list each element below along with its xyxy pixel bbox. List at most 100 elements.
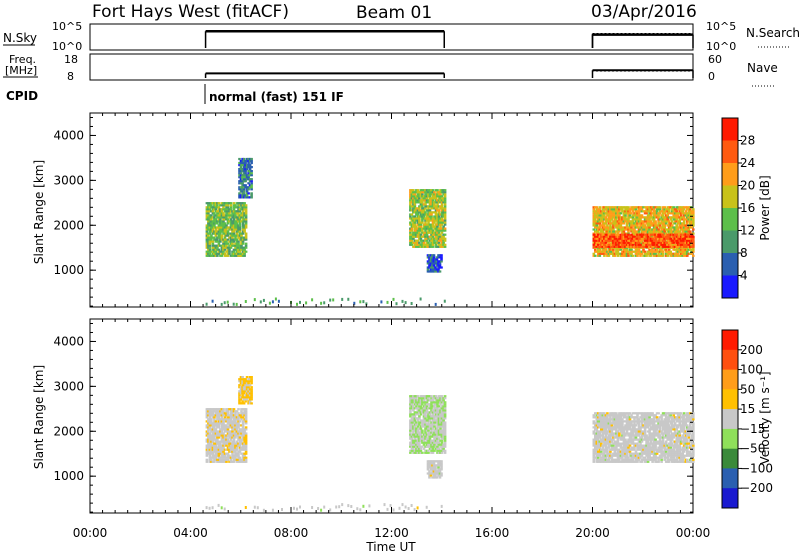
echo-cell	[639, 254, 642, 257]
echo-cell	[250, 402, 253, 405]
echo-cell	[226, 456, 230, 459]
echo-cell	[211, 450, 215, 453]
echo-cell	[625, 241, 629, 244]
echo-cell	[440, 419, 444, 422]
echo-cell	[232, 216, 236, 219]
echo-cell	[592, 210, 596, 213]
echo-cell	[429, 266, 433, 269]
echo-cell	[431, 413, 435, 416]
echo-cell	[616, 414, 620, 417]
echo-cell	[624, 252, 627, 255]
echo-cell	[616, 420, 620, 423]
echo-cell	[618, 239, 621, 242]
echo-cell	[612, 245, 615, 248]
echo-cell	[607, 444, 611, 447]
echo-cell	[434, 399, 438, 402]
echo-cell	[651, 218, 654, 221]
echo-cell	[216, 214, 219, 217]
echo-cell	[678, 246, 681, 249]
echo-cell	[226, 416, 230, 419]
echo-cell	[604, 233, 608, 236]
echo-cell	[676, 214, 680, 217]
echo-cell	[431, 401, 435, 404]
echo-cell	[237, 218, 240, 221]
echo-cell	[436, 429, 439, 432]
echo-cell	[681, 248, 684, 251]
echo-cell	[241, 246, 245, 249]
echo-cell	[244, 444, 248, 447]
echo-cell	[606, 458, 609, 461]
echo-cell	[418, 237, 421, 240]
echo-cell	[425, 217, 429, 220]
echo-cell	[676, 254, 680, 257]
echo-cell	[655, 210, 659, 213]
echo-cell	[210, 412, 213, 415]
echo-cell	[428, 256, 431, 259]
echo-cell	[673, 252, 677, 255]
echo-cell	[419, 233, 423, 236]
echo-cell	[207, 242, 210, 245]
echo-cell	[214, 232, 218, 235]
echo-cell	[210, 230, 213, 233]
echo-cell	[615, 424, 618, 427]
echo-cell	[211, 228, 215, 231]
echo-cell	[661, 208, 665, 211]
echo-cell	[424, 425, 427, 428]
echo-cell	[600, 224, 603, 227]
echo-cell	[210, 420, 213, 423]
echo-cell	[437, 241, 441, 244]
echo-cell	[618, 248, 621, 251]
echo-cell	[413, 245, 417, 248]
echo-cell	[248, 394, 252, 397]
echo-cell	[223, 202, 227, 205]
echo-cell	[217, 206, 221, 209]
echo-cell	[436, 205, 439, 208]
echo-cell	[643, 233, 647, 236]
echo-cell	[692, 245, 695, 248]
echo-cell	[419, 235, 423, 238]
echo-cell	[604, 448, 608, 451]
echo-cell	[604, 248, 608, 251]
echo-cell	[228, 246, 231, 249]
echo-cell	[612, 432, 615, 435]
echo-cell	[655, 235, 659, 238]
echo-cell	[225, 212, 228, 215]
echo-cell	[437, 423, 441, 426]
echo-cell	[619, 438, 623, 441]
echo-cell	[415, 423, 418, 426]
echo-cell	[646, 252, 650, 255]
echo-cell	[220, 436, 224, 439]
echo-cell	[238, 446, 242, 449]
echo-cell	[214, 234, 218, 237]
echo-cell	[603, 438, 606, 441]
echo-cell	[610, 428, 614, 431]
echo-cell	[216, 442, 219, 445]
echo-cell	[681, 216, 684, 219]
echo-cell	[229, 436, 233, 439]
echo-cell	[604, 420, 608, 423]
echo-cell	[223, 228, 227, 231]
echo-cell	[210, 408, 213, 411]
echo-cell	[648, 222, 651, 225]
echo-cell	[421, 207, 424, 210]
echo-cell	[640, 242, 644, 245]
echo-cell	[214, 244, 218, 247]
echo-cell	[427, 419, 430, 422]
echo-cell	[598, 212, 602, 215]
echo-cell	[216, 408, 219, 411]
echo-cell	[436, 235, 439, 238]
echo-cell	[692, 239, 695, 242]
echo-cell	[250, 398, 253, 401]
echo-cell	[225, 254, 228, 257]
echo-cell	[231, 432, 234, 435]
echo-cell	[675, 245, 678, 248]
echo-cell	[242, 384, 246, 387]
echo-cell	[431, 266, 434, 269]
echo-cell	[238, 174, 241, 177]
echo-cell	[232, 442, 236, 445]
echo-cell	[433, 211, 436, 214]
echo-cell	[434, 227, 438, 230]
echo-cell	[663, 232, 666, 235]
echo-cell	[208, 458, 212, 461]
echo-cell	[240, 414, 243, 417]
